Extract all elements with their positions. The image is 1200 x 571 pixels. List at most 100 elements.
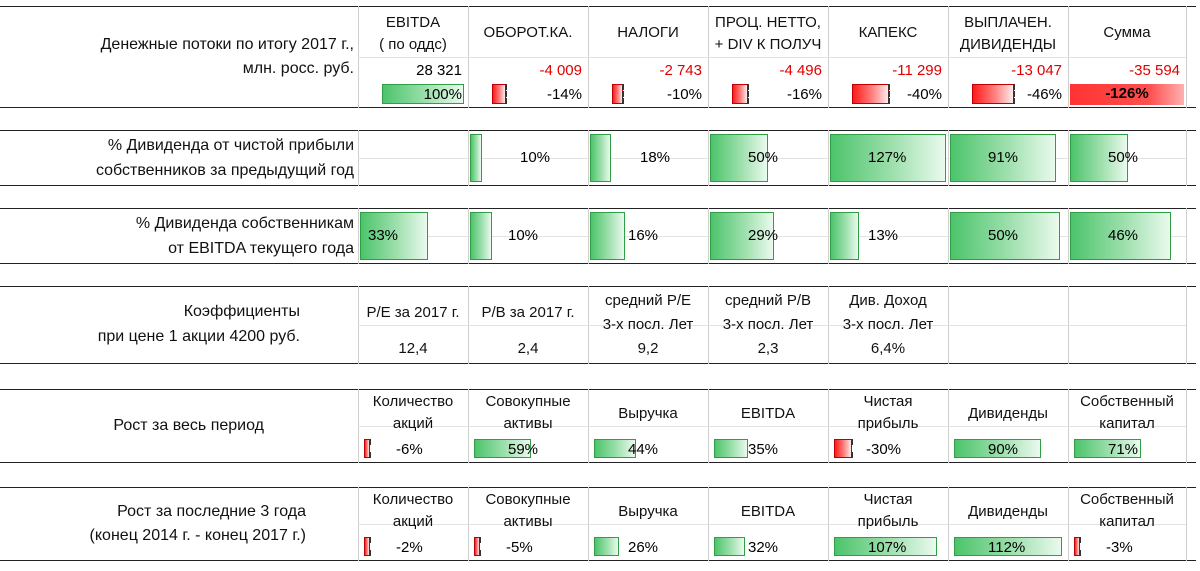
growth-3y-section-header: Совокупные [485, 491, 571, 508]
ratios-section-divider [1186, 286, 1187, 364]
growth-3y-section-bar [954, 537, 1062, 556]
cashflow-value: -4 496 [779, 62, 822, 79]
div-profit-section-divider [1186, 130, 1187, 186]
ratio-value: 2,4 [517, 340, 539, 357]
cashflow-value: -11 299 [892, 62, 942, 79]
ratios-label: при цене 1 акции 4200 руб. [97, 328, 300, 345]
div-ebitda-bar [950, 212, 1061, 260]
growth-all-section-header: капитал [1099, 415, 1155, 432]
growth-3y-section-value: -5% [506, 539, 533, 556]
growth-3y-section-bar [474, 537, 481, 556]
growth-3y-section-value: 112% [988, 539, 1026, 556]
div-ebitda-bar [710, 212, 774, 260]
cashflow-label: млн. росс. руб. [242, 60, 354, 77]
div-ebitda-label: % Дивиденда собственникам [135, 215, 354, 232]
div-ebitda-value: 50% [988, 227, 1019, 244]
growth-3y-section-value: 107% [868, 539, 907, 556]
cashflow-percent: -16% [786, 86, 822, 103]
cashflow-header: ПРОЦ. НЕТТО, [715, 14, 821, 31]
ratio-value: 6,4% [870, 340, 906, 357]
cashflow-total-percent: -126% [1070, 84, 1184, 105]
growth-all-section-header: Чистая [863, 393, 913, 410]
cashflow-header: ВЫПЛАЧЕН. [964, 14, 1052, 31]
growth-all-section-value: 59% [508, 441, 539, 458]
cashflow-header: ( по оддс) [379, 36, 447, 53]
div-profit-bar [830, 134, 946, 182]
ratio-subtitle: 3-х посл. Лет [722, 316, 814, 333]
growth-3y-section-header: акций [392, 513, 434, 530]
growth-all-section-header: активы [503, 415, 553, 432]
div-profit-label: % Дивиденда от чистой прибыли [107, 137, 354, 154]
div-profit-value: 10% [520, 149, 551, 166]
growth-3y-section-value: 26% [628, 539, 659, 556]
growth-all-section-label: Рост за весь период [113, 417, 264, 434]
growth-3y-section-label: (конец 2014 г. - конец 2017 г.) [89, 527, 306, 544]
ratio-title: средний P/E [605, 292, 691, 309]
growth-3y-section-value: -3% [1106, 539, 1133, 556]
growth-all-section-header: прибыль [857, 415, 919, 432]
growth-3y-section-header: EBITDA [740, 503, 796, 520]
div-profit-bar [470, 134, 482, 182]
div-ebitda-bar [1070, 212, 1172, 260]
cashflow-section-rowline [358, 57, 1186, 58]
cashflow-value: 28 321 [416, 62, 462, 79]
cashflow-header: НАЛОГИ [617, 24, 679, 41]
div-profit-value: 18% [640, 149, 671, 166]
cashflow-percent-bar [732, 84, 749, 104]
div-ebitda-bar [830, 212, 859, 260]
growth-all-section-header: Собственный [1080, 393, 1174, 410]
cashflow-value: -13 047 [1011, 62, 1062, 79]
growth-all-section-bar [714, 439, 748, 458]
growth-all-section-value: 71% [1108, 441, 1139, 458]
div-ebitda-bar [590, 212, 626, 260]
growth-all-section-value: 44% [628, 441, 659, 458]
cashflow-value: -2 743 [659, 62, 702, 79]
growth-3y-section-header: Дивиденды [968, 503, 1048, 520]
cashflow-header: + DIV К ПОЛУЧ [714, 36, 822, 53]
growth-3y-section-bar [594, 537, 620, 556]
growth-all-section-bar [474, 439, 531, 458]
ratio-title: P/B за 2017 г. [481, 304, 575, 321]
div-profit-bar [590, 134, 611, 182]
ratio-title: P/E за 2017 г. [366, 304, 460, 321]
growth-3y-section-header: Чистая [863, 491, 913, 508]
cashflow-percent-bar [612, 84, 624, 104]
growth-3y-section-label: Рост за последние 3 года [117, 503, 306, 520]
div-profit-label: собственников за предыдущий год [95, 162, 354, 179]
cashflow-percent: -10% [666, 86, 702, 103]
ratio-title: Див. Доход [849, 292, 927, 309]
cashflow-percent-bar [492, 84, 508, 104]
div-profit-section-rowline [358, 158, 1186, 159]
cashflow-percent-bar [852, 84, 890, 104]
div-ebitda-value: 29% [748, 227, 779, 244]
div-ebitda-bar [470, 212, 493, 260]
cashflow-header: ДИВИДЕНДЫ [959, 36, 1057, 53]
growth-3y-section-header: Выручка [618, 503, 678, 520]
cashflow-section-divider [1186, 6, 1187, 108]
growth-all-section-header: Совокупные [485, 393, 571, 410]
growth-3y-section-bar [1074, 537, 1081, 556]
cashflow-percent-bar [972, 84, 1015, 104]
growth-3y-section-header: Количество [372, 491, 454, 508]
growth-3y-section-divider [1186, 487, 1187, 561]
ratio-subtitle: 3-х посл. Лет [602, 316, 694, 333]
cashflow-percent: -46% [1026, 86, 1062, 103]
growth-all-section-value: 90% [988, 441, 1019, 458]
div-profit-value: 50% [1108, 149, 1139, 166]
cashflow-percent: -40% [906, 86, 942, 103]
growth-all-section-header: Количество [372, 393, 454, 410]
ratio-title: средний P/B [725, 292, 811, 309]
growth-all-section-header: акций [392, 415, 434, 432]
cashflow-value: -35 594 [1129, 62, 1180, 79]
div-profit-bar [1070, 134, 1128, 182]
cashflow-value: -4 009 [539, 62, 582, 79]
div-profit-value: 127% [868, 149, 907, 166]
div-ebitda-value: 10% [508, 227, 539, 244]
ratio-value: 12,4 [398, 340, 428, 357]
ratio-value: 9,2 [637, 340, 659, 357]
growth-3y-section-value: 32% [748, 539, 779, 556]
growth-3y-section-bar [834, 537, 938, 556]
cashflow-percent: -14% [546, 86, 582, 103]
cashflow-header: EBITDA [385, 14, 441, 31]
growth-all-section-rowline [358, 426, 1186, 427]
